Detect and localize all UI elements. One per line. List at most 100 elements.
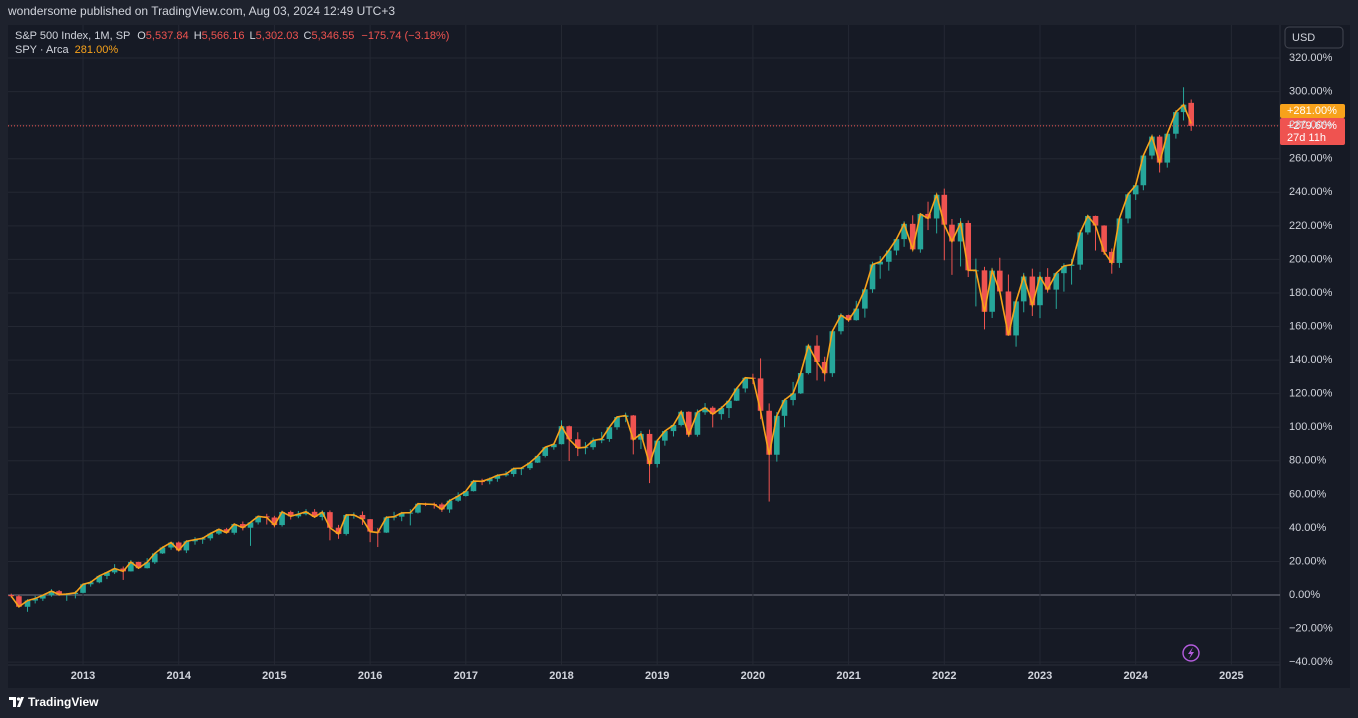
- candle-body: [279, 511, 285, 526]
- x-tick-label: 2017: [454, 670, 478, 682]
- y-tick-label: 120.00%: [1289, 388, 1333, 400]
- candle-body: [1077, 232, 1083, 265]
- candle-body: [1125, 194, 1131, 219]
- o-value: 5,537.84: [146, 30, 189, 42]
- candle-body: [862, 289, 868, 309]
- candle-body: [1053, 273, 1060, 290]
- candle-body: [957, 223, 964, 242]
- candle-body: [1180, 104, 1187, 113]
- candle-body: [702, 407, 708, 413]
- candle-body: [1108, 251, 1115, 263]
- candle-body: [398, 512, 405, 517]
- candle-body: [175, 542, 182, 551]
- logo-mark: [9, 697, 24, 707]
- logo-dot: [16, 697, 21, 701]
- symbol-title: S&P 500 Index, 1M, SP: [15, 30, 130, 42]
- candle-body: [838, 315, 844, 332]
- legend-ohlc: S&P 500 Index, 1M, SP O5,537.84 H5,566.1…: [15, 30, 449, 42]
- candle-body: [774, 415, 780, 455]
- candle-body: [111, 568, 118, 573]
- footer-brand: TradingView: [28, 695, 99, 709]
- candle-body: [295, 514, 302, 517]
- candle-body: [455, 496, 461, 501]
- candle-body: [216, 529, 222, 534]
- chart-panel: [8, 25, 1350, 688]
- candle-body: [168, 542, 174, 548]
- candle-body: [685, 411, 692, 435]
- candle-body: [670, 425, 677, 432]
- candle-body: [128, 561, 134, 572]
- grid: [8, 25, 1280, 665]
- x-tick-label: 2023: [1028, 670, 1052, 682]
- y-tick-label: −40.00%: [1289, 656, 1333, 668]
- candle-body: [941, 194, 948, 225]
- y-tick-label: 320.00%: [1289, 52, 1333, 64]
- candle-body: [192, 539, 198, 542]
- x-tick-label: 2020: [741, 670, 765, 682]
- candle-body: [1044, 276, 1051, 290]
- candle-body: [1188, 102, 1194, 126]
- candle-body: [805, 345, 812, 374]
- x-tick-label: 2013: [71, 670, 95, 682]
- candle-body: [223, 529, 230, 533]
- candle-body: [797, 373, 804, 394]
- candle-body: [1156, 136, 1163, 163]
- candle-body: [1149, 136, 1155, 156]
- candle-body: [510, 468, 517, 475]
- candle-body: [1116, 218, 1123, 263]
- x-tick-label: 2019: [645, 670, 669, 682]
- candle-body: [742, 377, 749, 389]
- candle-body: [359, 514, 366, 520]
- candle-body: [566, 426, 572, 440]
- candle-body: [415, 503, 421, 513]
- candle-body: [327, 512, 333, 528]
- candle-body: [933, 194, 940, 219]
- candle-body: [104, 572, 110, 576]
- candle-body: [869, 264, 876, 290]
- candle-body: [486, 478, 493, 482]
- y-tick-label: 240.00%: [1289, 186, 1333, 198]
- candle-body: [87, 582, 94, 585]
- candle-body: [470, 481, 477, 492]
- candle-body: [614, 416, 620, 428]
- candle-body: [709, 407, 716, 415]
- candle-body: [965, 223, 972, 271]
- spy-tag: [1280, 104, 1345, 118]
- candle-body: [1061, 265, 1067, 274]
- currency-button[interactable]: [1284, 26, 1344, 49]
- candle-body: [997, 270, 1003, 292]
- candle-body: [32, 598, 38, 601]
- candle-body: [1101, 225, 1107, 252]
- candle-body: [311, 511, 318, 517]
- candle-body: [120, 568, 127, 572]
- candle-body: [494, 475, 501, 479]
- change: −175.74 (−3.18%): [361, 30, 449, 42]
- candle-body: [48, 591, 55, 596]
- footer-logo: [9, 697, 24, 707]
- x-tick-label: 2016: [358, 670, 382, 682]
- candle-body: [733, 388, 740, 401]
- candle-body: [718, 408, 725, 415]
- candle-body: [574, 439, 581, 449]
- candle-body: [885, 250, 892, 262]
- candle-body: [335, 527, 342, 534]
- candle-body: [981, 270, 988, 312]
- y-tick-label: 80.00%: [1289, 455, 1327, 467]
- legend-entry: SPY · Arca: [15, 44, 69, 56]
- y-tick-label: −20.00%: [1289, 622, 1333, 634]
- y-tick-label: 140.00%: [1289, 354, 1333, 366]
- events-icon[interactable]: [1182, 644, 1200, 662]
- candle-body: [16, 596, 22, 607]
- candle-body: [646, 433, 653, 464]
- header: wondersome published on TradingView.com,…: [7, 4, 395, 18]
- y-tick-label: 100.00%: [1289, 421, 1333, 433]
- candle-body: [319, 512, 326, 517]
- candle-body: [231, 524, 238, 533]
- candle-body: [367, 519, 373, 532]
- candle-body: [590, 440, 596, 448]
- candle-body: [96, 575, 103, 583]
- candle-body: [1029, 276, 1036, 306]
- candle-body: [757, 378, 764, 411]
- y-tick-label: 20.00%: [1289, 555, 1327, 567]
